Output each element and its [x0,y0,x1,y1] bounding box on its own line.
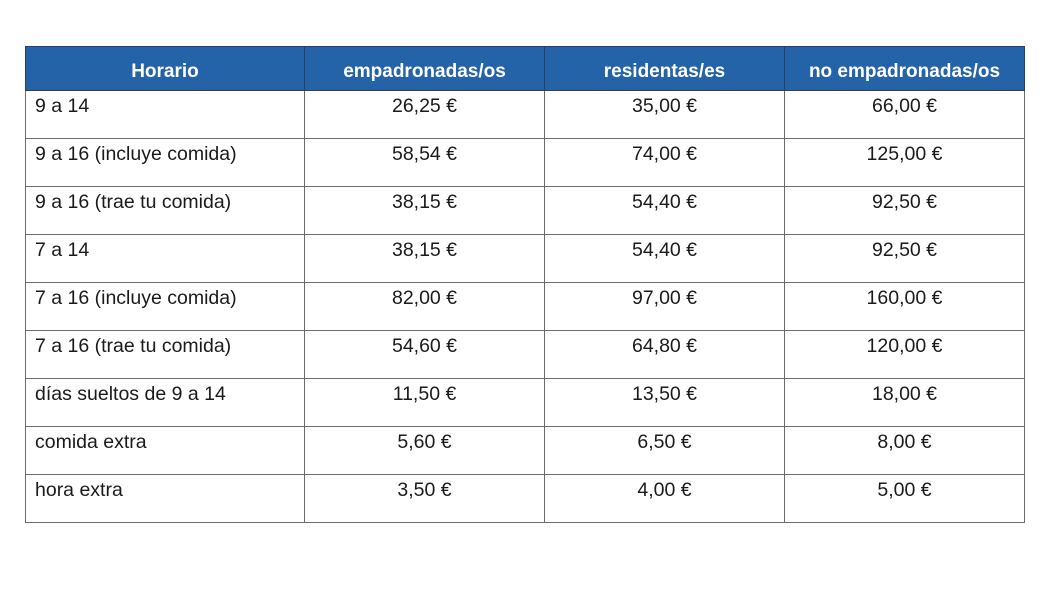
column-header-horario: Horario [25,46,305,91]
cell-empadronadas: 5,60 € [304,426,545,475]
cell-horario: 7 a 16 (incluye comida) [25,282,305,331]
cell-horario: 9 a 16 (trae tu comida) [25,186,305,235]
cell-no-empadronadas: 92,50 € [784,234,1025,283]
cell-residentas: 4,00 € [544,474,785,523]
column-header-residentas: residentas/es [544,46,785,91]
table-row: 9 a 14 26,25 € 35,00 € 66,00 € [25,90,1025,139]
cell-empadronadas: 3,50 € [304,474,545,523]
cell-horario: hora extra [25,474,305,523]
table-row: 7 a 14 38,15 € 54,40 € 92,50 € [25,234,1025,283]
table-row: 7 a 16 (incluye comida) 82,00 € 97,00 € … [25,282,1025,331]
table-row: 9 a 16 (trae tu comida) 38,15 € 54,40 € … [25,186,1025,235]
cell-empadronadas: 11,50 € [304,378,545,427]
cell-residentas: 13,50 € [544,378,785,427]
cell-empadronadas: 54,60 € [304,330,545,379]
column-header-empadronadas: empadronadas/os [304,46,545,91]
cell-horario: 9 a 16 (incluye comida) [25,138,305,187]
cell-residentas: 97,00 € [544,282,785,331]
table-row: hora extra 3,50 € 4,00 € 5,00 € [25,474,1025,523]
cell-empadronadas: 26,25 € [304,90,545,139]
cell-horario: 7 a 14 [25,234,305,283]
cell-horario: 7 a 16 (trae tu comida) [25,330,305,379]
cell-empadronadas: 38,15 € [304,186,545,235]
cell-horario: comida extra [25,426,305,475]
cell-no-empadronadas: 18,00 € [784,378,1025,427]
table-row: 9 a 16 (incluye comida) 58,54 € 74,00 € … [25,138,1025,187]
column-header-no-empadronadas: no empadronadas/os [784,46,1025,91]
cell-no-empadronadas: 125,00 € [784,138,1025,187]
table-row: 7 a 16 (trae tu comida) 54,60 € 64,80 € … [25,330,1025,379]
cell-no-empadronadas: 8,00 € [784,426,1025,475]
cell-residentas: 64,80 € [544,330,785,379]
cell-residentas: 54,40 € [544,234,785,283]
cell-no-empadronadas: 66,00 € [784,90,1025,139]
cell-horario: días sueltos de 9 a 14 [25,378,305,427]
cell-residentas: 54,40 € [544,186,785,235]
cell-residentas: 74,00 € [544,138,785,187]
table-row: comida extra 5,60 € 6,50 € 8,00 € [25,426,1025,475]
cell-horario: 9 a 14 [25,90,305,139]
cell-no-empadronadas: 120,00 € [784,330,1025,379]
cell-empadronadas: 38,15 € [304,234,545,283]
cell-empadronadas: 82,00 € [304,282,545,331]
cell-residentas: 6,50 € [544,426,785,475]
cell-no-empadronadas: 5,00 € [784,474,1025,523]
cell-residentas: 35,00 € [544,90,785,139]
table-row: días sueltos de 9 a 14 11,50 € 13,50 € 1… [25,378,1025,427]
cell-no-empadronadas: 160,00 € [784,282,1025,331]
table-header-row: Horario empadronadas/os residentas/es no… [25,46,1025,91]
cell-no-empadronadas: 92,50 € [784,186,1025,235]
cell-empadronadas: 58,54 € [304,138,545,187]
price-table: Horario empadronadas/os residentas/es no… [25,46,1025,523]
